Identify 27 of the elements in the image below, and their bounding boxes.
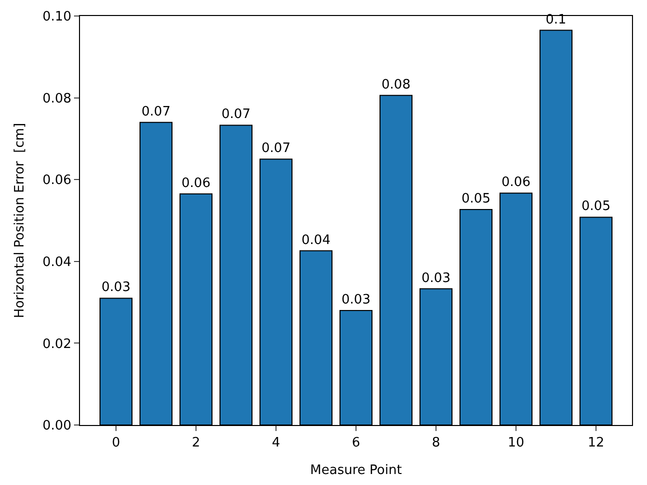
data-label: 0.04 — [302, 232, 330, 248]
x-tick-label: 2 — [192, 436, 200, 451]
data-label: 0.05 — [582, 199, 610, 214]
x-axis-title: Measure Point — [310, 463, 402, 478]
x-tick-label: 4 — [272, 436, 280, 451]
data-label: 0.07 — [222, 107, 250, 122]
y-tick-label: 0.04 — [42, 254, 72, 270]
x-tick-label: 0 — [112, 436, 120, 451]
y-axis-title: Horizontal Position Error [cm] — [12, 122, 28, 318]
data-label: 0.06 — [502, 175, 530, 190]
data-label: 0.08 — [382, 77, 410, 92]
x-tick-label: 12 — [588, 436, 604, 451]
data-label: 0.06 — [182, 176, 210, 191]
x-tick-label: 6 — [352, 436, 360, 451]
y-tick-label: 0.00 — [42, 418, 72, 434]
y-tick-label: 0.06 — [42, 173, 72, 188]
data-label: 0.07 — [142, 104, 170, 120]
data-label: 0.03 — [422, 270, 450, 286]
data-label: 0.03 — [102, 280, 130, 296]
y-tick-label: 0.10 — [42, 10, 72, 25]
data-label: 0.07 — [262, 141, 290, 156]
y-tick-label: 0.08 — [42, 91, 72, 106]
data-label: 0.03 — [342, 292, 370, 308]
y-tick-label: 0.02 — [42, 336, 72, 352]
data-label: 0.05 — [462, 191, 490, 206]
x-tick-label: 8 — [432, 436, 440, 451]
x-tick-label: 10 — [508, 436, 524, 451]
